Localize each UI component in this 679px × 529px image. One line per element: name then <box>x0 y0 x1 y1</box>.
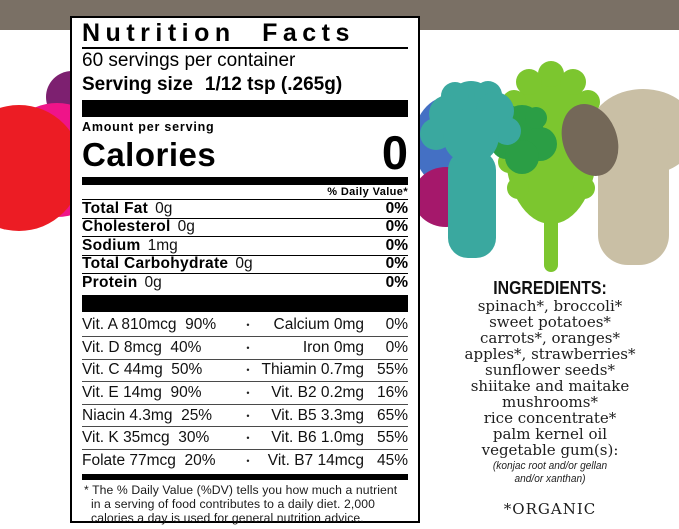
footnote-text: The % Daily Value (%DV) tells you how mu… <box>91 482 398 525</box>
nutrient-amount: 0g <box>155 199 173 217</box>
serving-size-row: Serving size 1/12 tsp (.265g) <box>82 72 408 97</box>
nutrient-name: Sodium <box>82 236 141 254</box>
vitamin-right-cell: Thiamin 0.7mg <box>261 361 364 379</box>
vitamin-row: Niacin 4.3mg 25% • Vit. B5 3.3mg 65% <box>82 403 408 427</box>
nutrient-name: Total Fat <box>82 199 149 217</box>
teal-broccoli-shape <box>420 81 521 258</box>
vitamin-right-cell: Calcium 0mg <box>273 316 364 334</box>
daily-value-header: % Daily Value* <box>327 186 408 198</box>
vitamin-right-dv: 55% <box>376 361 408 379</box>
vitamin-row: Vit. E 14mg 90% • Vit. B2 0.2mg 16% <box>82 381 408 404</box>
vitamin-right-cell: Vit. B7 14mcg <box>267 451 364 469</box>
servings-per-container: 60 servings per container <box>82 50 296 71</box>
thick-divider <box>82 100 408 117</box>
amount-per-serving-label: Amount per serving <box>82 120 215 134</box>
ingredient-line: palm kernel oil <box>492 425 608 443</box>
ingredient-line: sweet potatoes* <box>489 313 611 331</box>
vitamin-right-dv: 55% <box>376 429 408 447</box>
serving-size-label: Serving size <box>82 74 193 95</box>
gum-note: (konjac root and/or gellan and/or xantha… <box>435 460 665 486</box>
vitamin-left-cell: Vit. A 810mcg 90% <box>82 316 217 334</box>
ingredient-line: carrots*, oranges* <box>480 329 620 347</box>
vitamin-left-cell: Vit. D 8mcg 40% <box>82 338 202 356</box>
nutrient-dv: 0% <box>385 199 408 217</box>
nutrient-amount: 0g <box>177 218 195 235</box>
vitamin-row: Vit. C 44mg 50% • Thiamin 0.7mg 55% <box>82 358 408 382</box>
bullet-separator: • <box>246 320 250 331</box>
bullet-separator: • <box>246 388 250 399</box>
shiitake-cap-shape <box>561 104 619 176</box>
thick-divider <box>82 294 408 312</box>
vitamin-right-dv: 0% <box>385 338 408 356</box>
vitamin-right-cell: Vit. B2 0.2mg <box>271 384 364 402</box>
nutrient-row: Total Carbohydrate 0g 0% <box>82 254 408 274</box>
vegetables-illustration <box>413 61 679 272</box>
nutrient-dv: 0% <box>385 218 408 235</box>
gum-note-line: (konjac root and/or gellan <box>492 460 608 472</box>
nutrition-facts-label: Nutrition Facts 60 servings per containe… <box>70 16 420 525</box>
nutrient-amount: 1mg <box>147 236 178 254</box>
nutrient-amount: 0g <box>144 273 162 291</box>
vitamins-table: Vit. A 810mcg 90% • Calcium 0mg 0% Vit. … <box>82 315 408 472</box>
ingredient-line: shiitake and maitake <box>470 377 630 395</box>
ingredient-line: vegetable gum(s): <box>481 441 619 459</box>
daily-value-footnote: * The % Daily Value (%DV) tells you how … <box>82 483 408 525</box>
bullet-separator: • <box>246 410 250 421</box>
vitamin-left-cell: Vit. C 44mg 50% <box>82 361 203 379</box>
bullet-separator: • <box>246 342 250 353</box>
nutrient-name: Protein <box>82 273 138 291</box>
ingredients-heading: INGREDIENTS: <box>493 278 607 298</box>
vitamin-left-cell: Vit. E 14mg 90% <box>82 384 202 402</box>
nutrient-dv: 0% <box>385 273 408 291</box>
footnote-asterisk: * <box>84 482 89 497</box>
calories-value: 0 <box>381 126 408 179</box>
calories-block: Amount per serving Calories 0 <box>82 120 408 179</box>
vitamin-row: Folate 77mcg 20% • Vit. B7 14mcg 45% <box>82 449 408 472</box>
bullet-separator: • <box>246 455 250 466</box>
ingredient-line: apples*, strawberries* <box>464 345 636 363</box>
nutrient-row: Protein 0g 0% <box>82 273 408 292</box>
vitamin-row: Vit. D 8mcg 40% • Iron 0mg 0% <box>82 336 408 359</box>
ingredient-line: sunflower seeds* <box>485 361 615 379</box>
label-title: Nutrition Facts <box>82 18 408 49</box>
organic-note: *ORGANIC <box>503 500 597 518</box>
serving-size-value: 1/12 tsp (.265g) <box>204 74 343 95</box>
nutrient-row: Total Fat 0g 0% <box>82 199 408 218</box>
ingredient-line: rice concentrate* <box>483 409 617 427</box>
nutrient-dv: 0% <box>385 255 408 272</box>
vitamin-right-cell: Vit. B6 1.0mg <box>271 429 364 447</box>
end-divider <box>82 473 408 480</box>
vitamin-left-cell: Folate 77mcg 20% <box>82 451 216 469</box>
vitamin-right-cell: Iron 0mg <box>302 338 364 356</box>
vitamin-row: Vit. K 35mcg 30% • Vit. B6 1.0mg 55% <box>82 426 408 449</box>
medium-divider <box>82 177 408 185</box>
vitamin-left-cell: Niacin 4.3mg 25% <box>82 406 213 424</box>
ingredient-line: spinach*, broccoli* <box>477 297 623 315</box>
calories-label: Calories <box>82 136 217 173</box>
ingredient-line: mushrooms* <box>502 393 598 411</box>
bullet-separator: • <box>246 433 250 444</box>
nutrient-amount: 0g <box>235 255 253 272</box>
vitamin-left-cell: Vit. K 35mcg 30% <box>82 429 210 447</box>
ingredients-panel: INGREDIENTS: spinach*, broccoli* sweet p… <box>425 278 675 519</box>
nutrient-row: Sodium 1mg 0% <box>82 236 408 255</box>
vitamin-right-cell: Vit. B5 3.3mg <box>271 406 364 424</box>
vitamin-right-dv: 16% <box>376 384 408 402</box>
nutrient-dv: 0% <box>385 236 408 254</box>
vitamin-row: Vit. A 810mcg 90% • Calcium 0mg 0% <box>82 315 408 337</box>
vitamin-right-dv: 0% <box>385 316 408 334</box>
nutrient-row: Cholesterol 0g 0% <box>82 217 408 237</box>
bullet-separator: • <box>246 365 250 376</box>
gum-note-line: and/or xanthan) <box>514 473 586 485</box>
nutrient-name: Total Carbohydrate <box>82 255 229 272</box>
red-apple-shape <box>0 105 82 231</box>
vitamin-right-dv: 45% <box>376 451 408 469</box>
nutrient-name: Cholesterol <box>82 218 171 235</box>
vitamin-right-dv: 65% <box>376 406 408 424</box>
